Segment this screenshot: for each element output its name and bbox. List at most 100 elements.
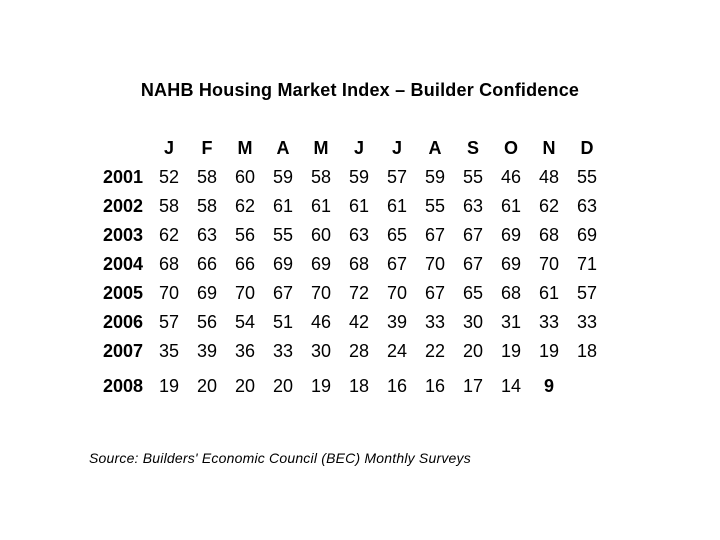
value-2008-S9: 17 [462, 376, 484, 396]
value-2004-M3: 66 [234, 254, 256, 274]
value-2008-N11: 9 [543, 376, 554, 396]
value-2003-J1: 62 [158, 225, 180, 245]
value-2007-J7: 24 [386, 341, 408, 361]
source-note: Source: Builders' Economic Council (BEC)… [89, 450, 471, 466]
value-2003-J7: 65 [386, 225, 408, 245]
value-2005-F2: 69 [196, 283, 218, 303]
value-2004-O10: 69 [500, 254, 522, 274]
value-2008-F2: 20 [196, 376, 218, 396]
value-2004-J7: 67 [386, 254, 408, 274]
month-header-8: A [428, 138, 442, 158]
month-header-11: N [542, 138, 556, 158]
table-row-2001: 2001 52 58 60 59 58 59 57 59 55 46 48 55 [103, 163, 606, 192]
year-label-2003: 2003 [103, 225, 144, 245]
month-header-7: J [391, 138, 402, 158]
value-2007-A4: 33 [272, 341, 294, 361]
value-2004-A8: 70 [424, 254, 446, 274]
value-2001-J7: 57 [386, 167, 408, 187]
value-2006-N11: 33 [538, 312, 560, 332]
value-2007-M3: 36 [234, 341, 256, 361]
month-header-9: S [466, 138, 479, 158]
value-2001-O10: 46 [500, 167, 522, 187]
value-2007-J1: 35 [158, 341, 180, 361]
value-2007-D12: 18 [576, 341, 598, 361]
value-2002-D12: 63 [576, 196, 598, 216]
value-2001-J6: 59 [348, 167, 370, 187]
value-2008-M5: 19 [310, 376, 332, 396]
value-2006-A8: 33 [424, 312, 446, 332]
value-2005-O10: 68 [500, 283, 522, 303]
year-label-2002: 2002 [103, 196, 144, 216]
month-header-4: A [276, 138, 290, 158]
value-2005-M5: 70 [310, 283, 332, 303]
value-2001-J1: 52 [158, 167, 180, 187]
table-row-2006: 2006 57 56 54 51 46 42 39 33 30 31 33 33 [103, 308, 606, 337]
value-2006-O10: 31 [500, 312, 522, 332]
year-column-header [103, 134, 150, 163]
value-2002-M5: 61 [310, 196, 332, 216]
value-2003-J6: 63 [348, 225, 370, 245]
value-2006-M5: 46 [310, 312, 332, 332]
value-2002-S9: 63 [462, 196, 484, 216]
value-2003-A8: 67 [424, 225, 446, 245]
value-2007-F2: 39 [196, 341, 218, 361]
value-2008-A4: 20 [272, 376, 294, 396]
value-2002-M3: 62 [234, 196, 256, 216]
value-2001-F2: 58 [196, 167, 218, 187]
value-2002-J6: 61 [348, 196, 370, 216]
value-2003-S9: 67 [462, 225, 484, 245]
value-2007-M5: 30 [310, 341, 332, 361]
year-label-2001: 2001 [103, 167, 144, 187]
value-2008-D12 [568, 366, 606, 401]
year-label-2006: 2006 [103, 312, 144, 332]
value-2008-J7: 16 [386, 376, 408, 396]
value-2003-A4: 55 [272, 225, 294, 245]
value-2004-J6: 68 [348, 254, 370, 274]
value-2005-M3: 70 [234, 283, 256, 303]
value-2006-J1: 57 [158, 312, 180, 332]
value-2006-J6: 42 [348, 312, 370, 332]
table-row-2002: 2002 58 58 62 61 61 61 61 55 63 61 62 63 [103, 192, 606, 221]
value-2006-A4: 51 [272, 312, 294, 332]
month-header-3: M [237, 138, 253, 158]
value-2004-M5: 69 [310, 254, 332, 274]
value-2001-D12: 55 [576, 167, 598, 187]
value-2008-J1: 19 [158, 376, 180, 396]
value-2001-A8: 59 [424, 167, 446, 187]
table-body: 2001 52 58 60 59 58 59 57 59 55 46 48 55 2002 58 58 62 61… [103, 163, 606, 401]
month-header-12: D [580, 138, 594, 158]
month-header-6: J [353, 138, 364, 158]
value-2003-D12: 69 [576, 225, 598, 245]
value-2006-S9: 30 [462, 312, 484, 332]
value-2004-J1: 68 [158, 254, 180, 274]
slide-title: NAHB Housing Market Index – Builder Conf… [140, 80, 580, 100]
value-2002-A8: 55 [424, 196, 446, 216]
month-header-1: J [163, 138, 174, 158]
value-2005-N11: 61 [538, 283, 560, 303]
value-2008-O10: 14 [500, 376, 522, 396]
value-2007-N11: 19 [538, 341, 560, 361]
value-2004-F2: 66 [196, 254, 218, 274]
value-2003-M5: 60 [310, 225, 332, 245]
month-header-5: M [313, 138, 329, 158]
value-2002-J7: 61 [386, 196, 408, 216]
value-2006-M3: 54 [234, 312, 256, 332]
year-label-2005: 2005 [103, 283, 144, 303]
value-2001-M3: 60 [234, 167, 256, 187]
value-2003-O10: 69 [500, 225, 522, 245]
value-2007-O10: 19 [500, 341, 522, 361]
month-header-2: F [201, 138, 213, 158]
year-label-2004: 2004 [103, 254, 144, 274]
value-2003-F2: 63 [196, 225, 218, 245]
value-2006-J7: 39 [386, 312, 408, 332]
value-2008-M3: 20 [234, 376, 256, 396]
value-2005-D12: 57 [576, 283, 598, 303]
value-2003-N11: 68 [538, 225, 560, 245]
value-2005-A8: 67 [424, 283, 446, 303]
table-row-2007: 2007 35 39 36 33 30 28 24 22 20 19 19 18 [103, 337, 606, 366]
value-2004-A4: 69 [272, 254, 294, 274]
value-2001-A4: 59 [272, 167, 294, 187]
value-2004-N11: 70 [538, 254, 560, 274]
